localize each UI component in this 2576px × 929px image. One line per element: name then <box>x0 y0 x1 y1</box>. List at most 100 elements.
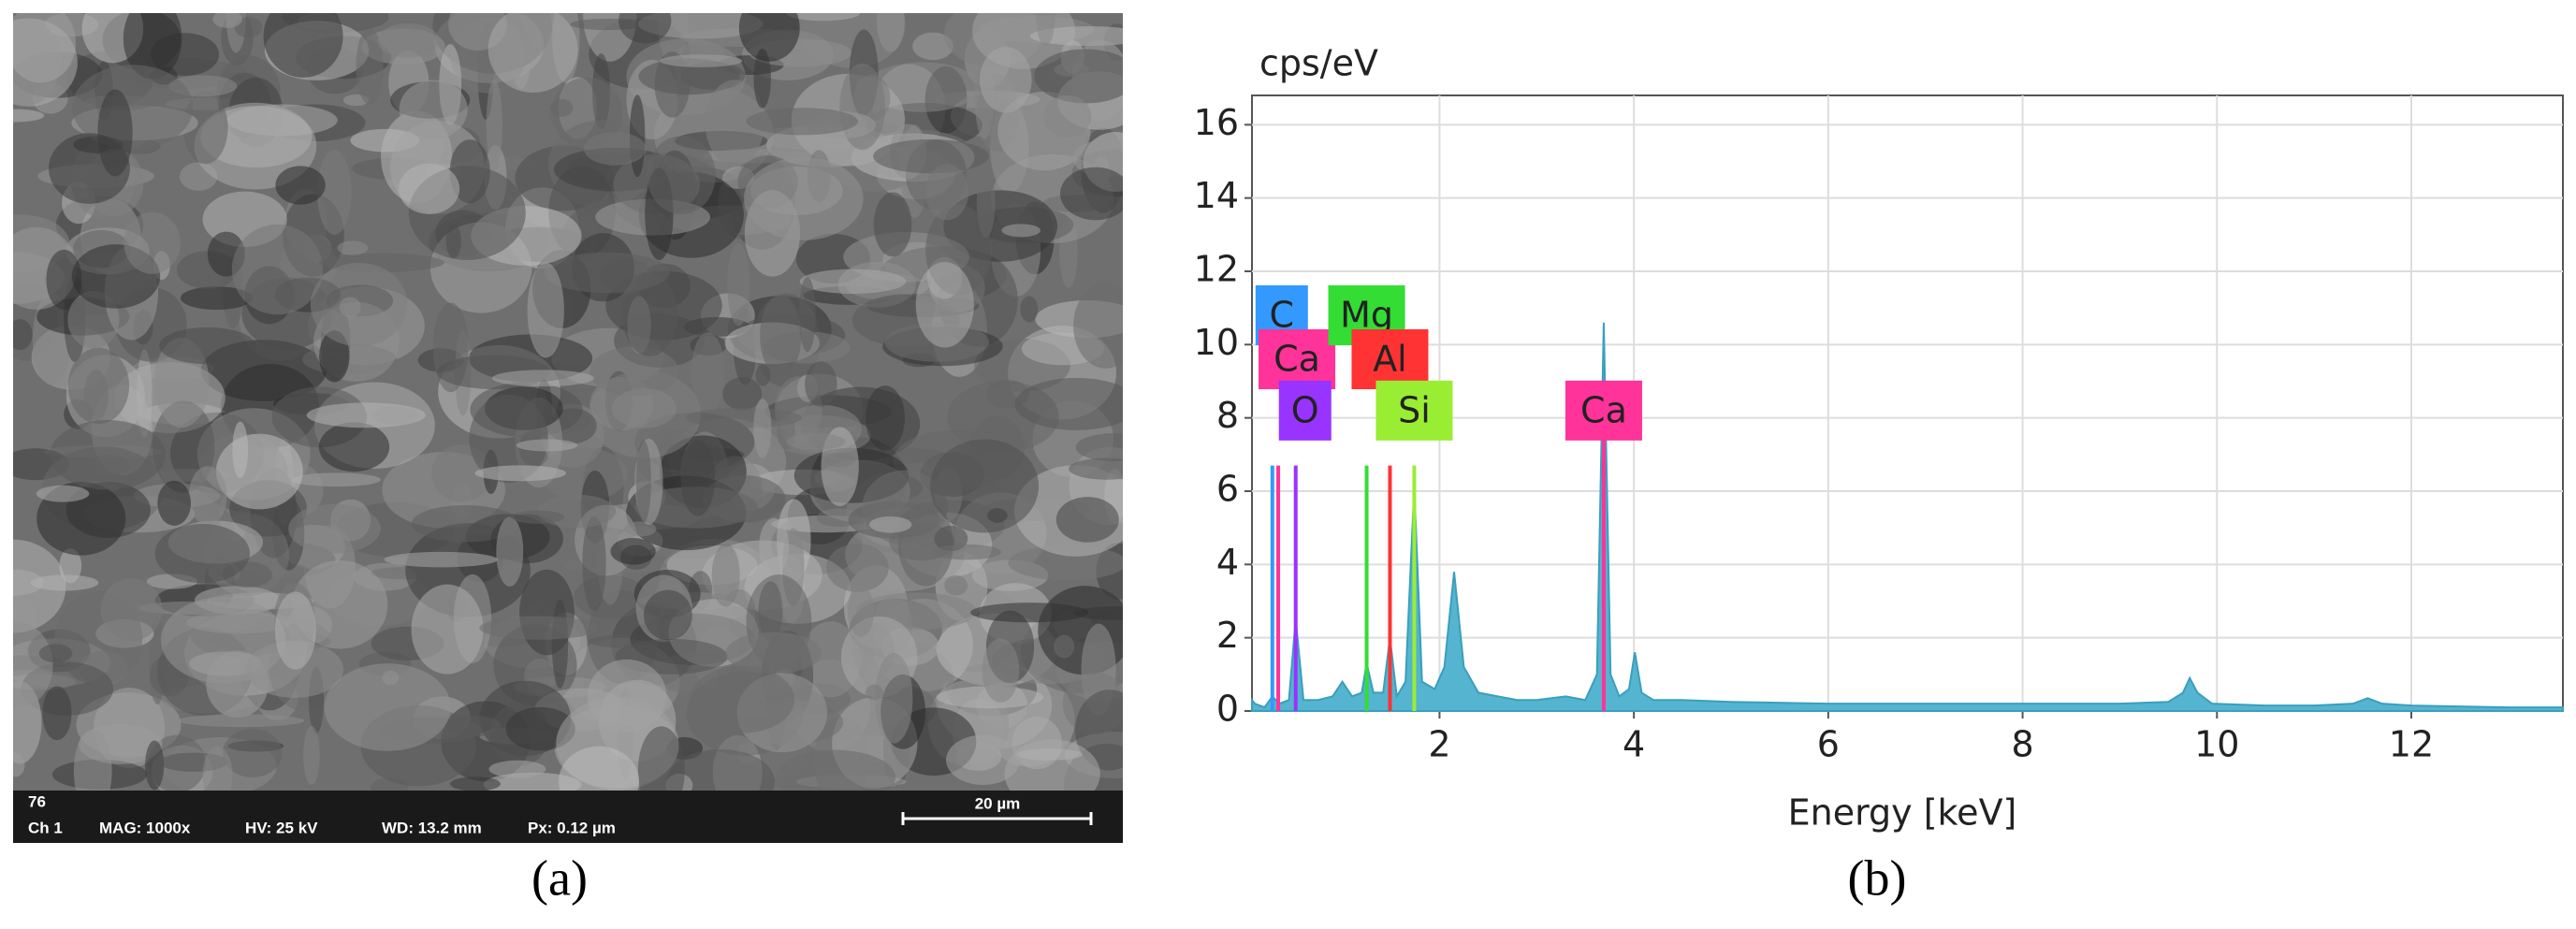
sem-grain <box>399 80 468 139</box>
sem-grain <box>202 747 233 791</box>
sem-grain <box>865 684 883 701</box>
sem-grain <box>13 18 78 107</box>
sem-grain <box>944 574 968 596</box>
y-tick-label: 2 <box>1216 615 1239 656</box>
sem-frame: 76 <box>28 792 46 810</box>
sem-grain <box>743 157 864 240</box>
sem-grain <box>1069 457 1123 480</box>
sem-grain <box>982 638 1020 703</box>
sem-grain <box>200 106 313 168</box>
sem-grain <box>13 622 53 709</box>
sem-grain <box>635 440 651 523</box>
sem-grain <box>873 138 989 174</box>
sem-grain <box>145 740 165 791</box>
sem-grain <box>582 515 606 612</box>
caption-b: (b) <box>1848 849 1907 906</box>
sem-grain <box>1075 433 1123 462</box>
sem-grain <box>1060 167 1123 221</box>
sem-grain <box>924 164 969 221</box>
sem-grain <box>690 665 795 733</box>
x-tick-label: 2 <box>1428 724 1450 765</box>
sem-grain <box>587 659 667 733</box>
sem-grain <box>474 465 566 482</box>
x-tick-label: 10 <box>2194 724 2239 765</box>
sem-grain <box>377 22 440 58</box>
sem-grain <box>59 548 82 584</box>
sem-grain <box>73 729 112 791</box>
sem-grain <box>798 276 816 353</box>
y-tick-label: 12 <box>1194 249 1239 290</box>
sem-mag: MAG: 1000x <box>99 819 191 836</box>
sem-grain <box>970 602 1089 623</box>
sem-grain <box>36 485 90 502</box>
sem-grain <box>479 616 600 640</box>
sem-grain <box>876 13 905 52</box>
sem-grain <box>318 422 390 472</box>
sem-grain <box>1055 497 1119 543</box>
sem-grain <box>496 516 524 587</box>
y-tick-label: 10 <box>1194 322 1239 363</box>
sem-grain <box>759 517 790 574</box>
sem-grain <box>825 544 889 592</box>
sem-grain <box>231 224 324 315</box>
sem-grain <box>306 402 426 428</box>
sem-grain <box>619 13 672 44</box>
sem-grain <box>310 262 408 347</box>
spectrum <box>1251 322 2564 712</box>
sem-grain <box>654 51 691 118</box>
sem-grain <box>930 439 1040 533</box>
sem-grain <box>222 728 283 777</box>
sem-grain <box>337 240 369 255</box>
sem-grain <box>49 133 130 204</box>
sem-grain <box>647 136 716 215</box>
sem-grain <box>100 578 163 641</box>
sem-grain <box>178 714 305 728</box>
sem-grain <box>234 17 263 38</box>
element-box <box>1351 329 1429 389</box>
x-tick-label: 12 <box>2389 724 2434 765</box>
sem-grain <box>680 440 716 516</box>
sem-grain <box>786 13 861 22</box>
sem-grain <box>753 399 772 458</box>
sem-channel: Ch 1 <box>28 819 63 836</box>
sem-texture <box>13 13 1123 791</box>
sem-grain <box>875 653 913 744</box>
sem-grain <box>624 521 657 537</box>
sem-grain <box>705 80 764 167</box>
sem-grain <box>274 591 316 670</box>
sem-grain <box>188 466 227 526</box>
sem-grain <box>157 480 192 526</box>
sem-grain <box>182 91 228 165</box>
sem-grain <box>559 746 640 791</box>
sem-grain <box>1072 139 1123 178</box>
sem-grain <box>215 433 303 510</box>
x-tick-label: 8 <box>2011 724 2033 765</box>
sem-grain <box>411 584 484 675</box>
x-tick-label: 4 <box>1623 724 1645 765</box>
sem-grain <box>1043 94 1092 138</box>
sem-grain <box>510 510 565 524</box>
sem-grain <box>1054 634 1075 659</box>
element-label: Mg <box>1340 295 1393 336</box>
sem-grain <box>746 108 859 136</box>
y-tick-label: 6 <box>1216 469 1239 510</box>
sem-grain <box>263 13 343 78</box>
element-box <box>1259 329 1336 389</box>
element-box <box>1278 380 1332 441</box>
sem-grain <box>738 13 800 62</box>
sem-grain <box>67 347 130 425</box>
sem-grain <box>915 262 974 348</box>
sem-info-bar <box>13 791 1123 843</box>
sem-grain <box>691 332 725 414</box>
sem-px: Px: 0.12 µm <box>528 819 616 836</box>
sem-grain <box>1036 13 1055 47</box>
sem-grain <box>212 13 242 28</box>
sem-grain <box>356 28 384 105</box>
element-label: Ca <box>1273 339 1320 380</box>
sem-grain <box>488 760 546 778</box>
sem-grain <box>154 523 251 584</box>
element-label: Si <box>1398 389 1431 430</box>
sem-scale-label: 20 µm <box>975 794 1021 812</box>
sem-grain <box>799 269 907 294</box>
